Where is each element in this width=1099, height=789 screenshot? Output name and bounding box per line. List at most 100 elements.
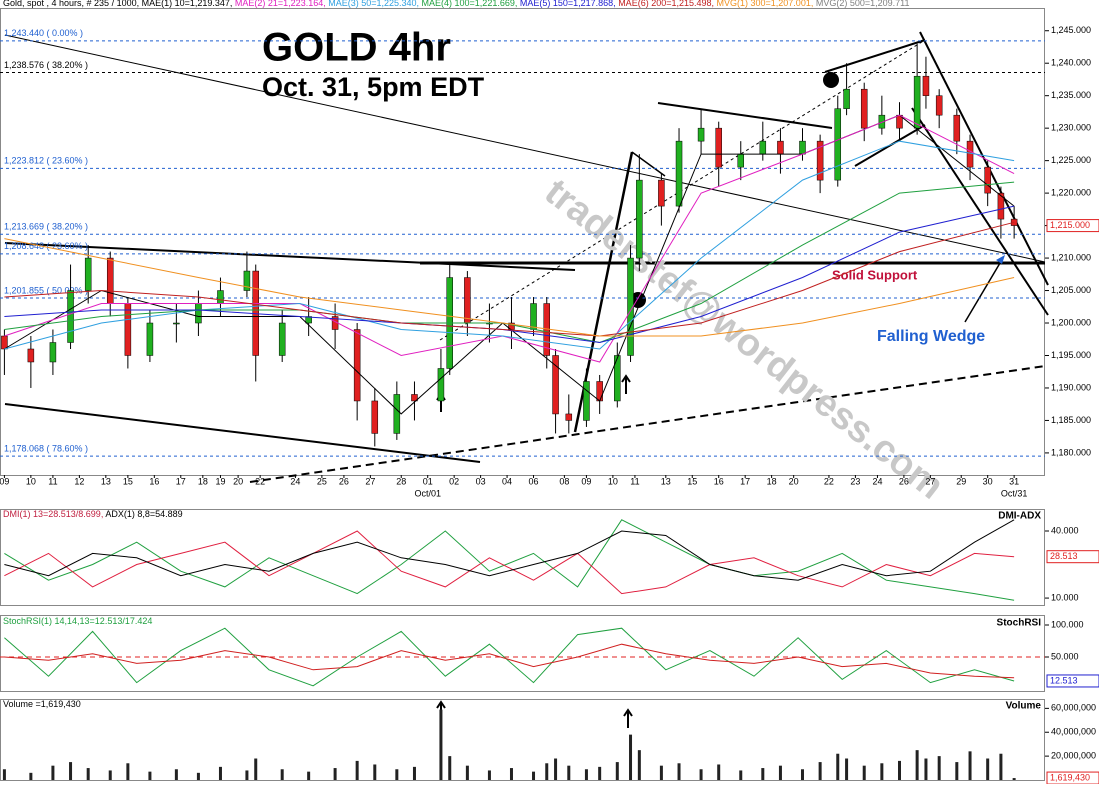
annotation: Solid Support (832, 267, 918, 282)
candle-body (922, 75, 930, 96)
fib-label: 1,201.855 ( 50.00% ) (4, 285, 88, 295)
volume-bar (800, 769, 804, 780)
x-tick-label: 06 (529, 476, 539, 486)
fib-label: 1,208.648 ( 23.60% ) (4, 241, 88, 251)
series-line (4, 530, 1015, 595)
volume-bar (355, 760, 359, 780)
candle-body (411, 394, 418, 402)
volume-bar (955, 762, 959, 780)
volume-bar (51, 765, 55, 780)
x-tick-label: 16 (149, 476, 159, 486)
x-tick-label: 31 (1009, 476, 1019, 486)
x-tick-label: 01 (423, 476, 433, 486)
header-item: MAE(5) 150=1,217.868, (520, 0, 618, 8)
trendline (824, 39, 926, 73)
header-item: MVG(2) 500=1,209.711 (816, 0, 910, 8)
x-tick-label: 20 (789, 476, 799, 486)
candle-body (67, 290, 74, 343)
volume-bar (545, 763, 549, 780)
volume-bar (280, 769, 284, 780)
last-value-label: 12.513 (1050, 675, 1078, 685)
panel-header: DMI(1) 13=28.513/8.699, ADX(1) 8,8=54.88… (3, 509, 183, 519)
volume-bar (845, 758, 849, 780)
candle-body (759, 140, 767, 155)
volume-bar (465, 765, 469, 780)
volume-bar (307, 771, 311, 780)
volume-bar (196, 772, 200, 780)
candle-body (935, 95, 943, 116)
fib-label: 1,243.440 ( 0.00% ) (4, 28, 83, 38)
y-tick-label: 1,210.000 (1051, 252, 1091, 262)
volume-bar (554, 758, 558, 780)
y-tick-label: 60,000,000 (1051, 703, 1096, 713)
candle-body (565, 413, 573, 421)
candle-body (173, 322, 180, 325)
y-tick-label: 1,235.000 (1051, 90, 1091, 100)
candle-body (552, 355, 559, 415)
y-tick-label: 1,240.000 (1051, 58, 1091, 68)
candle-body (777, 140, 784, 155)
candle-body (437, 368, 445, 402)
x-tick-label: 11 (48, 476, 57, 486)
y-tick-label: 1,195.000 (1051, 350, 1091, 360)
volume-bar (487, 770, 491, 780)
volume-bar (108, 770, 112, 780)
candle-body (596, 381, 603, 402)
x-tick-label: 11 (630, 476, 639, 486)
x-tick-label: 30 (983, 476, 993, 486)
x-tick-label: 22 (824, 476, 834, 486)
volume-bar (937, 756, 941, 780)
fib-label: 1,238.576 ( 38.20% ) (4, 60, 88, 70)
header-item: Volume =1,619,430 (3, 699, 81, 709)
series-line (4, 519, 1015, 601)
candle-body (278, 322, 286, 356)
volume-bar (637, 750, 641, 780)
candle-body (843, 88, 850, 109)
y-tick-label: 40.000 (1051, 525, 1079, 535)
candle-body (1, 335, 8, 350)
candle-body (530, 303, 537, 330)
volume-bar (924, 758, 928, 780)
candle-body (614, 355, 621, 402)
y-tick-label: 50.000 (1051, 651, 1079, 661)
candle-body (305, 316, 312, 324)
volume-bar (448, 756, 452, 780)
y-tick-label: 20,000,000 (1051, 750, 1096, 760)
annotation: Falling Wedge (877, 328, 985, 345)
x-tick-label: 17 (176, 476, 186, 486)
x-tick-label: 15 (687, 476, 697, 486)
trendline (4, 403, 481, 463)
last-value-box (1046, 219, 1099, 233)
candle-body (243, 270, 251, 291)
x-tick-label: 18 (767, 476, 777, 486)
x-tick-label: Oct/01 (414, 488, 441, 498)
panel-title: Volume (1006, 701, 1042, 712)
volume-bar (584, 769, 588, 780)
x-tick-label: 23 (850, 476, 860, 486)
candle-body (217, 290, 224, 304)
candle-body (878, 114, 886, 129)
volume-bar (148, 771, 152, 780)
volume-bar (395, 769, 399, 780)
series-line (4, 221, 1015, 337)
volume-bar (373, 764, 377, 780)
candle-body (860, 88, 868, 129)
candle-body (124, 303, 132, 356)
header-item: MAE(2) 21=1,223.164, (235, 0, 328, 8)
x-tick-label: 13 (661, 476, 671, 486)
candle-body (636, 179, 643, 259)
volume-bar (717, 764, 721, 780)
candle-body (27, 348, 35, 363)
candle-body (583, 381, 590, 421)
x-tick-label: 26 (339, 476, 349, 486)
y-tick-label: 1,230.000 (1051, 123, 1091, 133)
x-tick-label: 22 (255, 476, 265, 486)
x-tick-label: 26 (899, 476, 909, 486)
candle-body (658, 179, 665, 207)
x-tick-label: 08 (559, 476, 569, 486)
volume-bar (598, 766, 602, 780)
candle-body (1010, 218, 1018, 226)
candle-body (195, 303, 202, 324)
x-tick-label: 24 (872, 476, 882, 486)
